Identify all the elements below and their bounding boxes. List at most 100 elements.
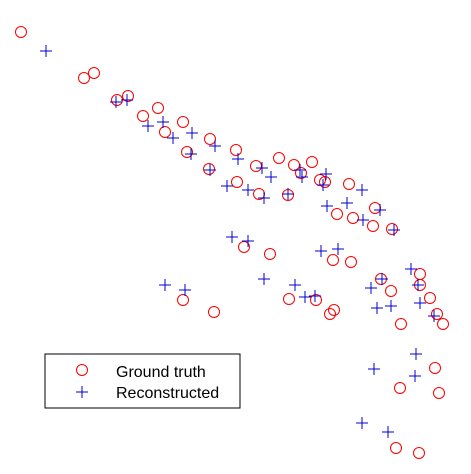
reconstructed-point	[265, 171, 277, 183]
reconstructed-point	[110, 96, 122, 108]
reconstructed-point	[185, 148, 197, 160]
reconstructed-point	[374, 204, 386, 216]
ground-truth-point	[343, 178, 355, 190]
reconstructed-point	[356, 417, 368, 429]
reconstructed-point	[382, 426, 394, 438]
reconstructed-point	[294, 164, 306, 176]
reconstructed-point	[226, 231, 238, 243]
legend-label-reconstructed: Reconstructed	[116, 385, 219, 402]
ground-truth-point	[230, 144, 242, 156]
ground-truth-point	[231, 176, 243, 188]
ground-truth-point	[203, 163, 215, 175]
legend-circle-marker	[76, 364, 88, 376]
reconstructed-point	[320, 168, 332, 180]
reconstructed-point	[357, 214, 369, 226]
reconstructed-point	[121, 94, 133, 106]
ground-truth-point	[395, 318, 407, 330]
reconstructed-point	[317, 179, 329, 191]
reconstructed-point	[167, 132, 179, 144]
reconstructed-point	[221, 180, 233, 192]
reconstructed-point	[232, 153, 244, 165]
reconstructed-point	[376, 273, 388, 285]
data-points-layer	[15, 26, 449, 459]
ground-truth-point	[310, 294, 322, 306]
ground-truth-point	[413, 447, 425, 459]
reconstructed-point	[315, 245, 327, 257]
ground-truth-point	[424, 292, 436, 304]
reconstructed-point	[299, 291, 311, 303]
ground-truth-point	[204, 133, 216, 145]
reconstructed-point	[289, 279, 301, 291]
reconstructed-point	[296, 171, 308, 183]
reconstructed-point	[332, 243, 344, 255]
ground-truth-point	[431, 308, 443, 320]
reconstructed-point	[142, 120, 154, 132]
reconstructed-point	[356, 184, 368, 196]
ground-truth-point	[331, 208, 343, 220]
ground-truth-point	[152, 102, 164, 114]
ground-truth-point	[367, 220, 379, 232]
ground-truth-point	[208, 306, 220, 318]
ground-truth-point	[345, 256, 357, 268]
reconstructed-point	[371, 302, 383, 314]
reconstructed-point	[40, 45, 52, 57]
ground-truth-point	[295, 167, 307, 179]
ground-truth-point	[177, 116, 189, 128]
reconstructed-point	[258, 192, 270, 204]
reconstructed-point	[179, 284, 191, 296]
ground-truth-point	[437, 318, 449, 330]
ground-truth-point	[386, 223, 398, 235]
ground-truth-point	[319, 176, 331, 188]
ground-truth-point	[181, 146, 193, 158]
reconstructed-point	[204, 164, 216, 176]
ground-truth-point	[328, 304, 340, 316]
reconstructed-point	[242, 184, 254, 196]
ground-truth-point	[324, 308, 336, 320]
ground-truth-point	[78, 72, 90, 84]
ground-truth-point	[137, 110, 149, 122]
reconstructed-point	[385, 300, 397, 312]
ground-truth-point	[88, 67, 100, 79]
reconstructed-point	[368, 363, 380, 375]
reconstructed-point	[414, 297, 426, 309]
reconstructed-point	[412, 279, 424, 291]
ground-truth-point	[177, 294, 189, 306]
reconstructed-point	[405, 263, 417, 275]
legend-plus-marker	[76, 386, 88, 398]
ground-truth-point	[429, 362, 441, 374]
reconstructed-point	[341, 197, 353, 209]
ground-truth-point	[306, 156, 318, 168]
reconstructed-point	[321, 200, 333, 212]
ground-truth-point	[283, 293, 295, 305]
legend-box	[44, 353, 241, 409]
legend-marker-reconstructed	[76, 386, 88, 398]
reconstructed-point	[256, 162, 268, 174]
ground-truth-point	[264, 248, 276, 260]
ground-truth-point	[327, 254, 339, 266]
reconstructed-point	[309, 290, 321, 302]
reconstructed-point	[282, 188, 294, 200]
ground-truth-point	[122, 90, 134, 102]
reconstructed-point	[428, 310, 440, 322]
reconstructed-point	[388, 224, 400, 236]
reconstructed-point	[186, 127, 198, 139]
legend: Ground truth Reconstructed	[44, 353, 241, 409]
legend-marker-ground-truth	[76, 364, 88, 376]
ground-truth-point	[385, 285, 397, 297]
reconstructed-point	[157, 116, 169, 128]
ground-truth-point	[347, 212, 359, 224]
ground-truth-point	[394, 382, 406, 394]
reconstructed-point	[409, 370, 421, 382]
reconstructed-point	[242, 235, 254, 247]
ground-truth-point	[15, 26, 27, 38]
reconstructed-point	[365, 282, 377, 294]
reconstructed-point	[258, 273, 270, 285]
legend-label-ground-truth: Ground truth	[116, 364, 206, 381]
ground-truth-point	[273, 152, 285, 164]
reconstructed-point	[159, 279, 171, 291]
reconstructed-point	[209, 140, 221, 152]
ground-truth-point	[159, 126, 171, 138]
reconstructed-point	[410, 348, 422, 360]
ground-truth-point	[390, 442, 402, 454]
